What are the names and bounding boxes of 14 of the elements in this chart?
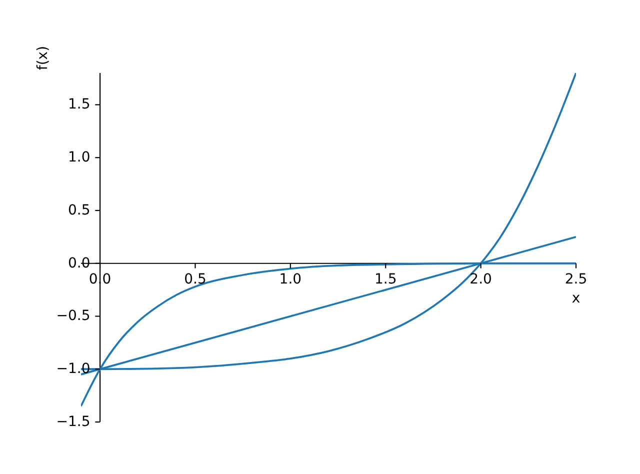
x-tick-label: 2.0 [470,271,492,288]
x-tick-label: 2.5 [564,271,588,288]
y-tick-label: −1.0 [56,361,90,378]
x-tick-label: 1.5 [374,271,397,288]
y-tick-label: 0.5 [68,202,90,218]
y-tick-label: 1.5 [68,96,90,113]
x-tick-label: 1.0 [279,271,302,288]
y-tick-label: −1.5 [56,414,90,430]
x-axis-title: x [572,290,580,306]
y-tick-label: 0.0 [68,255,90,272]
y-tick-label: −0.5 [56,308,90,324]
y-tick-label: 1.0 [68,150,90,166]
x-tick-label: 0.5 [184,271,206,288]
y-axis-title: f(x) [35,46,52,70]
